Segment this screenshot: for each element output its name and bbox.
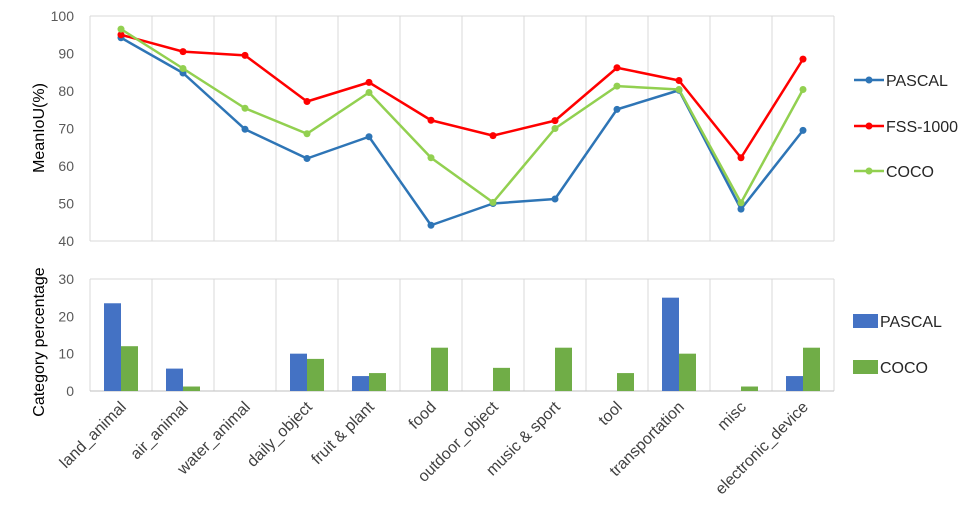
top-chart-legend: PASCAL FSS-1000 COCO [854,73,958,181]
category-label: food [406,399,440,433]
bar-pascal [166,368,183,391]
top-y-tick-label: 60 [58,158,74,174]
bar-coco [493,367,510,391]
bar-coco [803,347,820,391]
top-y-tick-label: 80 [58,83,74,99]
bottom-chart-grid [89,278,835,392]
data-point-pascal [613,105,621,113]
category-label: tool [596,399,626,429]
bar-pascal [104,303,121,391]
data-point-fss-1000 [613,64,621,72]
top-y-tick-label: 70 [58,121,74,137]
data-point-pascal [365,133,373,141]
bar-pascal [786,376,803,391]
category-label: misc [715,399,750,434]
category-label: land_animal [57,399,130,472]
legend-label-coco: COCO [886,164,934,181]
data-point-fss-1000 [737,154,745,162]
bar-coco [121,346,138,391]
data-point-coco [427,154,435,162]
top-chart-grid [89,15,835,242]
legend-label-fss-1000: FSS-1000 [886,119,958,136]
bottom-y-tick-label: 10 [58,346,74,362]
data-point-fss-1000 [489,132,497,140]
top-y-tick-label: 90 [58,46,74,62]
top-y-tick-label: 100 [51,8,75,24]
top-chart-y-ticks: 40 50 60 70 80 90 100 [51,8,75,249]
bar-coco [555,347,572,391]
category-labels: land_animalair_animalwater_animaldaily_o… [57,398,812,498]
bar-pascal [662,297,679,391]
legend-label-pascal: PASCAL [880,314,942,331]
data-point-fss-1000 [241,51,249,59]
data-point-fss-1000 [551,117,559,125]
bar-coco [617,373,634,391]
bottom-chart-legend: PASCAL COCO [853,314,942,377]
bottom-y-tick-label: 0 [66,383,74,399]
data-point-coco [489,198,497,206]
bottom-y-tick-label: 20 [58,308,74,324]
data-point-pascal [551,195,559,203]
data-point-coco [551,125,559,132]
bar-coco [679,353,696,391]
top-chart-lines [117,25,807,229]
data-point-coco [303,130,311,138]
data-point-pascal [427,221,435,229]
series-line-coco [120,28,805,204]
data-point-fss-1000 [117,31,125,39]
data-point-pascal [303,155,311,162]
top-y-tick-label: 50 [58,196,74,212]
data-point-coco [675,86,683,93]
bar-coco [183,386,200,391]
data-point-coco [179,65,187,72]
bottom-y-tick-label: 30 [58,271,74,287]
bar-coco [741,386,758,391]
bar-coco [307,358,324,391]
data-point-pascal [737,205,745,213]
legend-label-pascal: PASCAL [886,73,948,90]
top-y-tick-label: 40 [58,233,74,249]
category-label: fruit & plant [309,398,379,468]
data-point-coco [365,89,373,96]
category-label: daily_object [244,398,316,470]
data-point-fss-1000 [303,98,311,105]
bottom-chart-y-ticks: 0 10 20 30 [58,271,74,399]
data-point-fss-1000 [799,55,807,63]
data-point-pascal [241,125,249,133]
data-point-pascal [799,126,807,134]
data-point-coco [737,199,745,207]
bar-pascal [352,376,369,391]
data-point-coco [799,86,807,93]
legend-marker-fss-1000 [865,122,873,130]
legend-marker-coco [865,167,873,175]
data-point-coco [241,104,249,112]
legend-label-coco: COCO [880,360,928,377]
category-label: air_animal [128,399,192,463]
top-chart-y-label: MeanIoU(%) [31,83,48,173]
bottom-chart-y-label: Category percentage [31,267,48,417]
bar-coco [369,373,386,391]
legend-swatch-pascal [853,314,878,328]
legend-marker-pascal [865,76,873,84]
legend-swatch-coco [853,360,878,374]
data-point-fss-1000 [675,77,683,84]
series-line-fss-1000 [120,33,805,159]
bar-coco [431,347,448,391]
bottom-chart-bars [104,297,820,391]
data-point-coco [613,82,621,90]
data-point-fss-1000 [365,78,373,86]
data-point-fss-1000 [179,48,187,56]
data-point-fss-1000 [427,116,435,124]
bar-pascal [290,353,307,391]
data-point-coco [117,25,125,33]
